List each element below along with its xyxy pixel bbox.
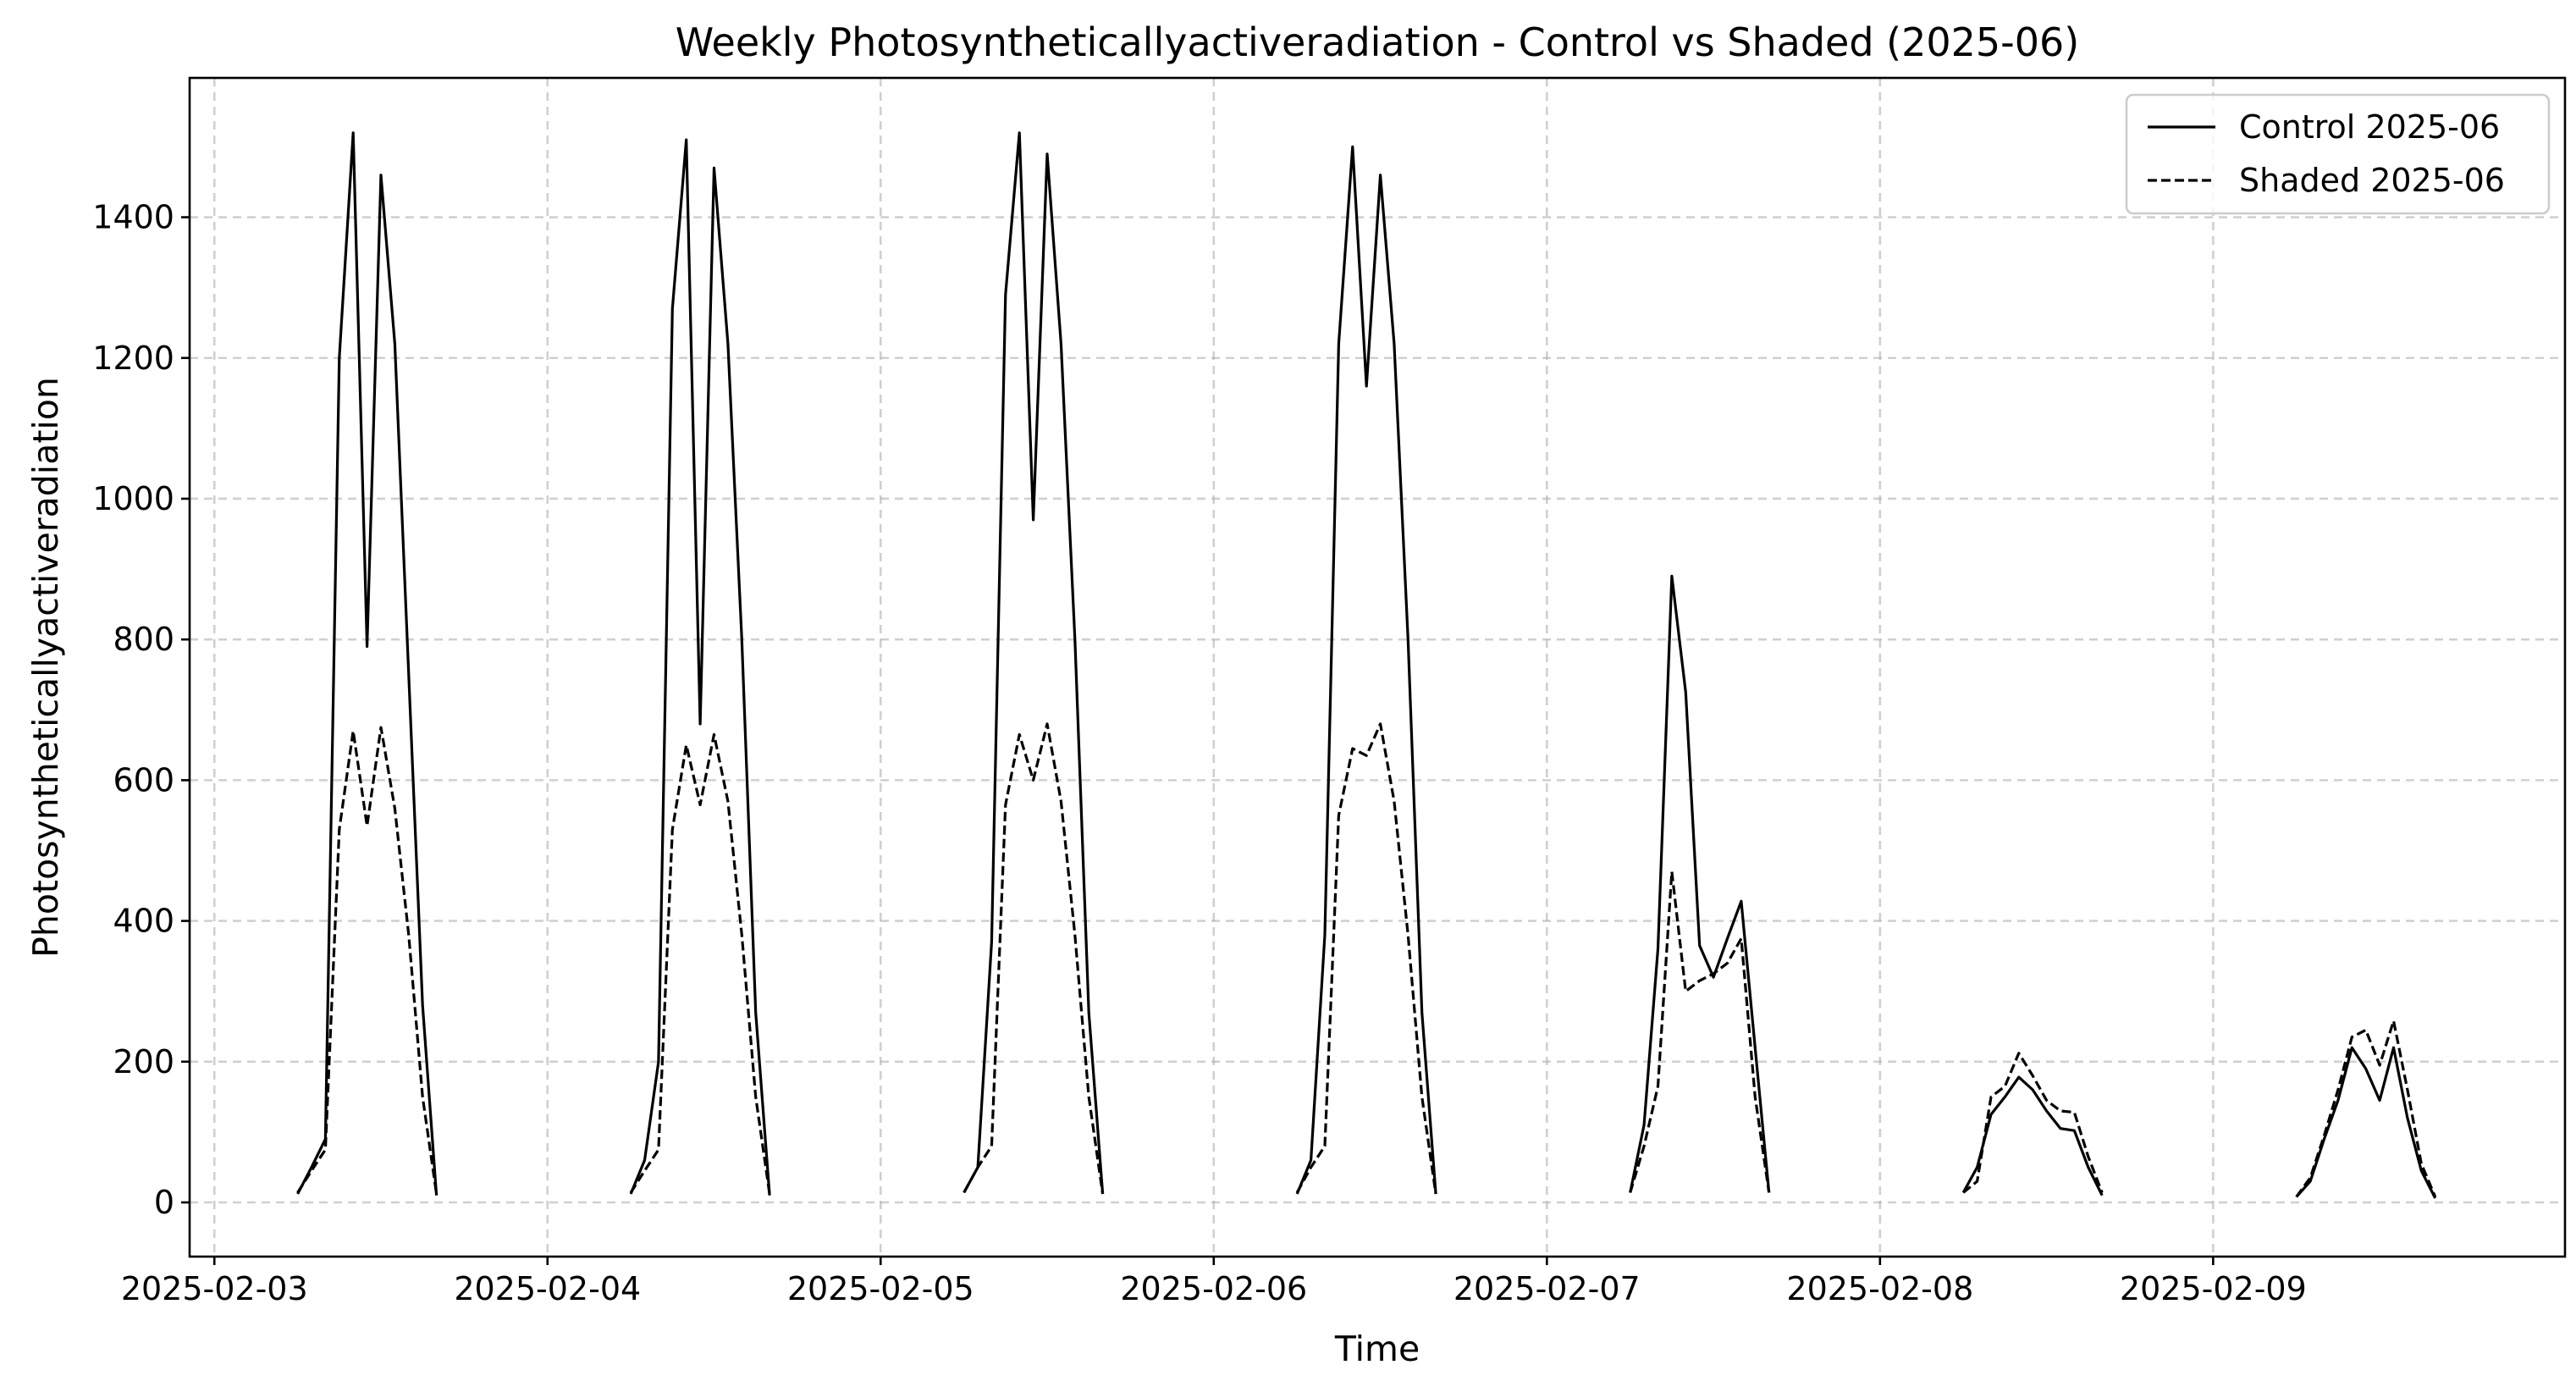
x-tick-label: 2025-02-03 bbox=[121, 1270, 308, 1307]
series-line-control-2025-02-05 bbox=[963, 131, 1105, 1195]
series-line-shaded-2025-02-03 bbox=[296, 726, 439, 1195]
x-tick-label: 2025-02-09 bbox=[2120, 1270, 2307, 1307]
x-tick-label: 2025-02-05 bbox=[787, 1270, 974, 1307]
series-line-control-2025-02-07 bbox=[1629, 574, 1771, 1193]
series-line-control-2025-02-04 bbox=[629, 138, 771, 1196]
y-tick-label: 1400 bbox=[92, 199, 174, 236]
y-tick-label: 1200 bbox=[92, 340, 174, 377]
y-tick-label: 1000 bbox=[92, 480, 174, 517]
y-tick-label: 800 bbox=[113, 621, 174, 658]
series-line-shaded-2025-02-05 bbox=[963, 722, 1105, 1195]
y-tick-label: 600 bbox=[113, 761, 174, 798]
legend-label-shaded: Shaded 2025-06 bbox=[2239, 162, 2505, 199]
x-tick-label: 2025-02-07 bbox=[1453, 1270, 1641, 1307]
plot-frame bbox=[188, 76, 2567, 1258]
series-line-shaded-2025-02-06 bbox=[1295, 722, 1437, 1195]
x-tick-label: 2025-02-06 bbox=[1120, 1270, 1307, 1307]
y-tick-label: 0 bbox=[154, 1184, 174, 1221]
legend-label-control: Control 2025-06 bbox=[2239, 108, 2500, 146]
series-line-shaded-2025-02-07 bbox=[1629, 870, 1771, 1193]
series-line-control-2025-02-03 bbox=[296, 131, 439, 1196]
y-tick-label: 400 bbox=[113, 903, 174, 940]
series-line-shaded-2025-02-08 bbox=[1962, 1052, 2104, 1194]
legend: Control 2025-06 Shaded 2025-06 bbox=[2125, 93, 2551, 215]
series-lines bbox=[296, 131, 2437, 1199]
grid-lines bbox=[190, 78, 2565, 1257]
y-tick-label: 200 bbox=[113, 1043, 174, 1080]
x-axis-label: Time bbox=[1334, 1329, 1420, 1369]
axis-ticks: 0 200 400 600 800 1000 1200 1400 2025-02-03 2025-… bbox=[92, 199, 2306, 1307]
legend-box bbox=[2125, 93, 2551, 215]
series-line-shaded-2025-02-04 bbox=[629, 732, 771, 1195]
x-tick-label: 2025-02-04 bbox=[454, 1270, 641, 1307]
series-line-control-2025-02-06 bbox=[1295, 145, 1437, 1195]
y-axis-label: Photosyntheticallyactiveradiation bbox=[25, 377, 66, 958]
x-tick-label: 2025-02-08 bbox=[1786, 1270, 1973, 1307]
chart-title: Weekly Photosyntheticallyactiveradiation… bbox=[676, 19, 2080, 65]
